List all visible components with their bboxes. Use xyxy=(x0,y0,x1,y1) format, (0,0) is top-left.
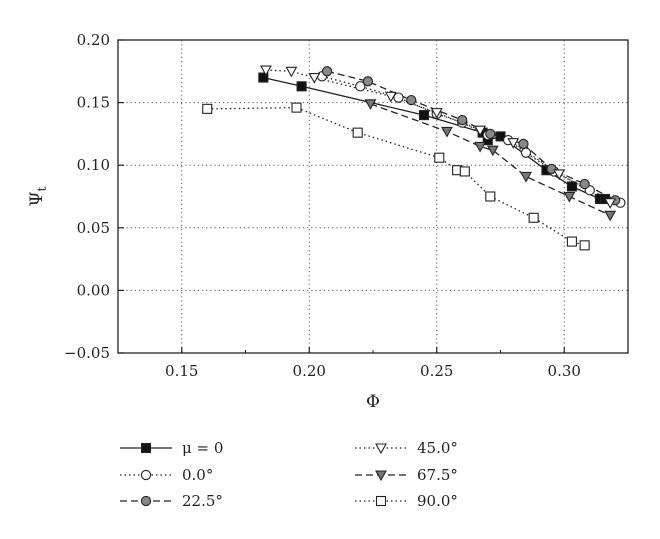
series-markers xyxy=(202,65,626,251)
legend-marker-5 xyxy=(375,495,387,507)
data-point xyxy=(321,66,333,77)
data-point xyxy=(291,102,302,113)
data-point xyxy=(520,147,532,158)
grid-lines xyxy=(118,40,628,353)
tick-labels: 0.15 0.20 0.25 0.30 −0.05 0.00 0.05 0.10 0.15 0.2… xyxy=(64,31,581,380)
data-point xyxy=(486,145,499,157)
data-point xyxy=(355,81,366,92)
legend-marker-4 xyxy=(375,470,387,482)
y-tick-label: 0.15 xyxy=(77,94,110,112)
data-point xyxy=(579,178,590,190)
y-tick-label: 0.00 xyxy=(77,281,110,299)
data-point xyxy=(393,92,404,103)
y-tick-label: 0.05 xyxy=(77,219,110,237)
data-point xyxy=(430,108,443,119)
data-point xyxy=(285,66,298,78)
data-point xyxy=(518,138,529,150)
legend-marker-1 xyxy=(140,469,152,481)
legend-label-1: 0.0° xyxy=(182,466,213,484)
data-point xyxy=(459,166,470,177)
data-point xyxy=(566,181,577,192)
data-point xyxy=(418,110,430,121)
data-point xyxy=(474,141,487,153)
data-point xyxy=(202,103,213,114)
data-point xyxy=(258,72,269,83)
y-tick-label: 0.20 xyxy=(77,31,110,49)
y-tick-label: 0.10 xyxy=(77,156,110,174)
data-point xyxy=(308,73,321,84)
axis-ticks xyxy=(117,39,565,354)
legend-label-3: 45.0° xyxy=(417,439,458,457)
data-point xyxy=(296,81,307,92)
data-point xyxy=(546,163,557,175)
data-point xyxy=(528,212,539,223)
data-point xyxy=(604,198,617,209)
data-point xyxy=(604,210,617,222)
data-point xyxy=(566,236,577,247)
data-point xyxy=(384,91,397,103)
data-point xyxy=(362,76,374,87)
data-point xyxy=(474,125,487,137)
data-point xyxy=(259,65,272,77)
data-point xyxy=(352,127,363,138)
legend-label-2: 22.5° xyxy=(182,492,223,510)
data-point xyxy=(485,128,496,140)
data-point xyxy=(520,171,532,183)
y-axis-title: Ψt xyxy=(27,186,49,206)
legend-marker-2 xyxy=(140,495,152,507)
data-point xyxy=(485,191,496,202)
data-point xyxy=(364,99,377,110)
legend-label-5: 90.0° xyxy=(417,492,458,510)
legend-label-4: 67.5° xyxy=(417,466,458,484)
data-point xyxy=(457,114,468,126)
data-point xyxy=(563,191,576,203)
data-point xyxy=(507,138,520,149)
data-point xyxy=(406,94,417,106)
x-tick-label: 0.30 xyxy=(548,362,581,380)
legend-label-0: μ = 0 xyxy=(182,439,223,457)
x-tick-label: 0.25 xyxy=(420,362,453,380)
plot-frame xyxy=(117,39,629,354)
series-line-2 xyxy=(326,70,616,201)
data-point xyxy=(441,126,453,138)
data-point xyxy=(553,169,566,181)
legend: μ = 0 0.0° 22.5° 45.0° 67.5° 90.0° xyxy=(120,439,458,510)
data-point xyxy=(434,152,445,163)
legend-marker-0 xyxy=(140,442,152,454)
x-tick-label: 0.20 xyxy=(293,362,326,380)
y-axis-title-subscript: t xyxy=(35,186,49,191)
legend-marker-3 xyxy=(375,443,387,455)
x-tick-label: 0.15 xyxy=(165,362,198,380)
data-point xyxy=(579,240,590,251)
x-axis-title: Φ xyxy=(366,392,380,412)
y-axis-title-main: Ψ xyxy=(27,191,47,206)
y-tick-label: −0.05 xyxy=(64,344,110,362)
series-line-0 xyxy=(263,76,605,200)
